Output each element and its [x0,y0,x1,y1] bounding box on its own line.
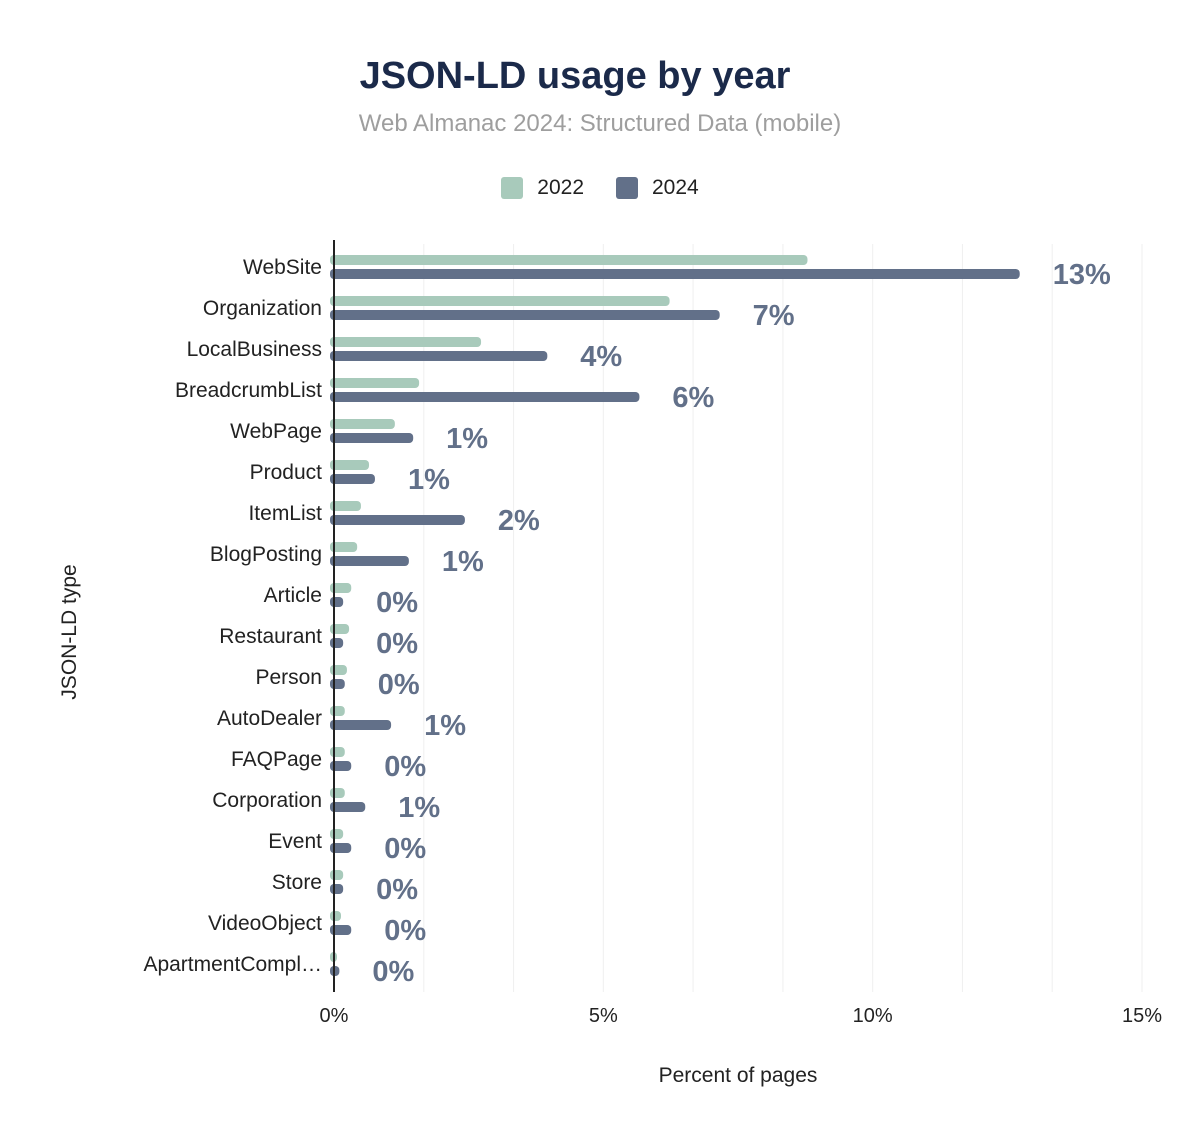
bar-2022 [330,460,370,470]
bar-2022 [330,542,358,552]
bar-2024 [330,720,392,730]
chart-title: JSON-LD usage by year [359,55,791,97]
bar-2024 [330,679,345,689]
data-label: 13% [1053,259,1111,291]
bar-2022 [330,337,482,347]
bar-2024 [330,310,720,320]
bar-2022 [330,706,345,716]
data-label: 2% [498,505,540,537]
bar-2022 [330,829,344,839]
data-label: 0% [376,874,418,906]
data-label: 4% [580,341,622,373]
legend-swatch [616,177,638,199]
legend-item-2022: 2022 [501,176,584,200]
data-label: 0% [376,628,418,660]
data-label: 0% [372,956,414,988]
bar-2022 [330,378,420,388]
x-tick-label: 5% [589,1005,618,1027]
category-label: ApartmentCompl… [143,953,322,976]
bar-2022 [330,911,342,921]
data-label: 0% [384,915,426,947]
bar-2024 [330,843,352,853]
y-axis-label: JSON-LD type [58,564,81,699]
category-label: Person [255,666,322,689]
legend-swatch [501,177,524,199]
bar-2024 [330,761,352,771]
bar-2024 [330,884,344,894]
category-label: Event [268,830,322,853]
category-label: ItemList [248,502,322,525]
bar-2024 [330,269,1020,279]
category-label: WebSite [243,256,322,279]
category-label: Article [264,584,322,607]
bar-2024 [330,433,414,443]
bar-2024 [330,392,640,402]
data-label: 6% [672,382,714,414]
data-label: 1% [442,546,484,578]
category-label: AutoDealer [217,707,322,730]
legend: 2022 2024 [0,176,1200,200]
bar-2024 [330,802,366,812]
bar-2022 [330,624,350,634]
bar-2024 [330,556,409,566]
bar-2022 [330,870,344,880]
bar-2022 [330,296,670,306]
bar-2024 [330,474,375,484]
bar-2022 [330,501,361,511]
bar-2024 [330,925,352,935]
data-label: 1% [424,710,466,742]
data-label: 1% [446,423,488,455]
bar-2024 [330,597,344,607]
category-label: WebPage [230,420,322,443]
category-label: Product [250,461,323,484]
category-label: BreadcrumbList [175,379,322,402]
bar-2024 [330,638,344,648]
category-label: VideoObject [208,912,322,935]
category-label: Restaurant [219,625,322,648]
category-label: BlogPosting [210,543,322,566]
legend-item-2024: 2024 [616,176,699,200]
data-label: 0% [378,669,420,701]
bar-2022 [330,583,352,593]
category-label: Store [272,871,322,894]
bar-2022 [330,665,347,675]
x-tick-label: 0% [320,1005,349,1027]
legend-label: 2022 [537,176,584,199]
data-label: 1% [408,464,450,496]
bar-2022 [330,419,395,429]
category-label: Organization [203,297,322,320]
bar-2024 [330,351,548,361]
chart-subtitle: Web Almanac 2024: Structured Data (mobil… [358,110,842,137]
x-axis-label: Percent of pages [659,1064,818,1087]
data-label: 7% [753,300,795,332]
data-label: 0% [384,833,426,865]
data-label: 0% [384,751,426,783]
category-label: LocalBusiness [187,338,322,361]
bar-2022 [330,255,808,265]
category-label: Corporation [212,789,322,812]
bar-2022 [330,788,345,798]
bar-2022 [330,747,345,757]
bar-2024 [330,515,465,525]
x-tick-label: 10% [853,1005,893,1027]
legend-label: 2024 [652,176,699,199]
data-label: 1% [398,792,440,824]
x-tick-label: 15% [1122,1005,1162,1027]
data-label: 0% [376,587,418,619]
category-label: FAQPage [231,748,322,771]
